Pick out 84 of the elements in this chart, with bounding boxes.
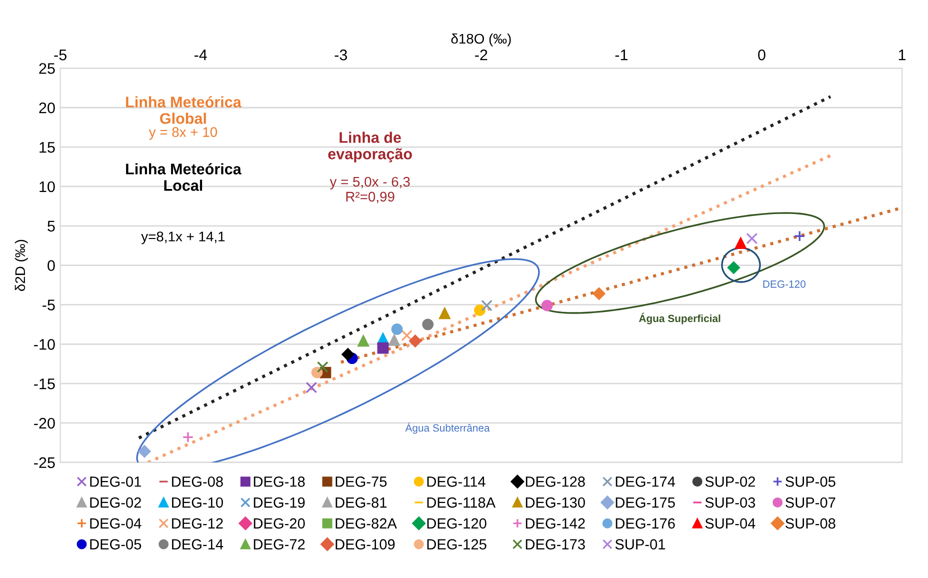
point <box>474 304 486 316</box>
annotation: DEG-120 <box>763 280 806 288</box>
legend-label: SUP-04 <box>705 518 756 529</box>
legend-label: DEG-130 <box>526 497 585 508</box>
point <box>727 261 740 274</box>
x-tick-label: -3 <box>334 50 348 60</box>
legend-label: DEG-08 <box>172 476 223 487</box>
point <box>401 330 413 342</box>
point <box>138 445 151 458</box>
x-axis-title: δ18O (‰) <box>451 33 511 46</box>
y-tick-label: 15 <box>40 142 55 153</box>
y-tick-label: -10 <box>34 339 55 350</box>
x-tick-label: -1 <box>615 50 628 60</box>
legend-label: DEG-142 <box>526 518 585 529</box>
x-tick-label: -2 <box>475 50 488 60</box>
y-tick-label: 5 <box>48 220 55 232</box>
point <box>342 348 354 361</box>
legend-label: DEG-176 <box>616 518 675 529</box>
legend-label: DEG-20 <box>254 518 305 529</box>
annotation: Água Superficial <box>638 312 720 324</box>
x-tick-label: 1 <box>898 50 906 60</box>
y-tick-label: -25 <box>34 457 55 468</box>
x-tick-label: 0 <box>758 50 766 60</box>
legend-label: DEG-118A <box>427 497 496 508</box>
legend-label: SUP-02 <box>705 476 755 487</box>
legend-label: DEG-125 <box>427 539 486 550</box>
legend-label: DEG-75 <box>336 476 387 487</box>
point <box>358 335 370 347</box>
y-tick-label: 0 <box>48 260 55 271</box>
y-tick-label: 10 <box>40 181 55 192</box>
annotation: Linha Meteórica Global <box>126 96 242 124</box>
annotation: y = 5,0x - 6,3 R²=0,99 <box>330 176 410 204</box>
legend-label: DEG-05 <box>90 539 142 550</box>
point <box>377 342 389 354</box>
legend-label: DEG-82A <box>336 518 397 529</box>
legend-label: DEG-10 <box>172 497 223 508</box>
annotation: Linha Meteórica Local <box>126 163 242 191</box>
legend-label: SUP-08 <box>786 518 836 529</box>
point <box>439 308 450 320</box>
y-tick-label: 25 <box>39 63 55 74</box>
legend-label: SUP-05 <box>786 476 836 487</box>
legend-label: DEG-02 <box>90 497 141 508</box>
point <box>388 334 400 346</box>
legend-label: SUP-01 <box>615 539 666 550</box>
point <box>541 300 553 312</box>
annotation: y=8,1x + 14,1 <box>141 232 225 244</box>
point <box>592 287 606 300</box>
y-tick-label: -20 <box>34 418 55 429</box>
point <box>182 431 194 443</box>
legend-label: DEG-12 <box>172 518 223 529</box>
legend-label: DEG-174 <box>616 476 676 487</box>
legend-label: DEG-173 <box>526 539 585 550</box>
point <box>409 334 422 348</box>
legend-label: DEG-14 <box>172 539 224 550</box>
legend-label: DEG-109 <box>336 539 395 550</box>
legend-label: DEG-114 <box>427 476 486 487</box>
annotation: Linha de evaporação <box>328 132 412 162</box>
point <box>391 323 403 335</box>
y-tick-label: 20 <box>39 102 55 114</box>
annotation: Água Subterrânea <box>405 422 490 434</box>
point <box>311 366 323 378</box>
legend-label: DEG-19 <box>254 497 305 508</box>
legend-label: DEG-01 <box>90 476 141 487</box>
legend-label: DEG-18 <box>254 476 305 487</box>
legend-label: DEG-72 <box>254 539 305 550</box>
y-tick-label: -15 <box>34 378 55 390</box>
y-axis-title: δ2D (‰) <box>14 240 28 291</box>
point <box>306 382 318 394</box>
x-tick-label: -4 <box>194 50 207 60</box>
point <box>481 300 492 312</box>
point <box>746 232 758 244</box>
legend-label: DEG-81 <box>336 497 387 508</box>
legend-label: SUP-07 <box>786 497 836 508</box>
point <box>794 230 806 242</box>
legend-label: DEG-128 <box>526 476 585 487</box>
point <box>316 361 328 373</box>
annotation: y = 8x + 10 <box>148 127 218 140</box>
legend-label: SUP-03 <box>705 497 756 508</box>
legend-label: DEG-175 <box>616 497 675 508</box>
point <box>422 318 434 330</box>
legend-label: DEG-04 <box>90 518 142 529</box>
legend-label: DEG-120 <box>427 518 486 529</box>
point <box>734 238 746 249</box>
y-tick-label: -5 <box>42 300 55 310</box>
